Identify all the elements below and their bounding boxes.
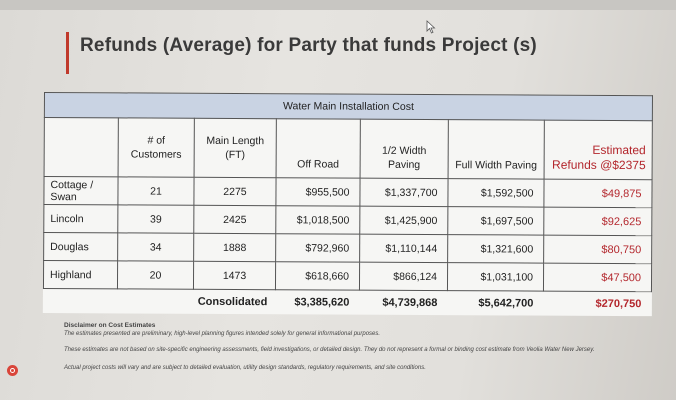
total-half-width: $4,739,868 [382, 296, 438, 310]
row-area: Cottage / Swan [43, 176, 119, 205]
disclaimer-line-1: The estimates presented are preliminary,… [64, 331, 381, 337]
row-full-width: $1,321,600 [447, 234, 544, 264]
row-customers: 34 [117, 232, 194, 262]
row-customers: 21 [117, 176, 195, 206]
row-refund: $47,500 [543, 263, 652, 292]
col-header-full-width: Full Width Paving [448, 119, 545, 180]
col-header-refunds: Estimated Refunds @$2375 [544, 120, 653, 180]
total-full-width: $5,642,700 [478, 297, 534, 310]
table-row: Lincoln 39 2425 $1,018,500 $1,425,900 $1… [43, 204, 652, 236]
disclaimer-title: Disclaimer on Cost Estimates [64, 322, 156, 329]
row-length: 2275 [193, 177, 277, 206]
totals-label: Consolidated [197, 295, 268, 309]
row-area: Douglas [43, 232, 118, 261]
total-refund: $270,750 [595, 297, 642, 311]
slide-nav-icon[interactable] [7, 365, 18, 376]
row-customers: 20 [117, 260, 194, 290]
row-full-width: $1,592,500 [447, 178, 545, 208]
slide-title: Refunds (Average) for Party that funds P… [80, 35, 537, 56]
row-half-width: $866,124 [359, 262, 448, 291]
top-strip [0, 0, 676, 10]
col-header-area [44, 117, 119, 177]
row-length: 1888 [193, 233, 276, 262]
disclaimer-line-2: These estimates are not based on site-sp… [64, 347, 595, 353]
total-off-road: $3,385,620 [294, 296, 350, 309]
disclaimer-line-3: Actual project costs will vary and are s… [64, 365, 426, 371]
row-half-width: $1,110,144 [359, 234, 448, 263]
table-group-header-row: Water Main Installation Cost [44, 92, 653, 121]
col-header-half-width: 1/2 Width Paving [360, 119, 449, 179]
row-area: Highland [43, 260, 118, 289]
title-accent-bar [66, 32, 69, 74]
mouse-pointer-icon [426, 20, 436, 34]
totals-row: Consolidated $3,385,620 $4,739,868 $5,64… [43, 288, 651, 316]
group-header: Water Main Installation Cost [44, 92, 653, 121]
table-row: Highland 20 1473 $618,660 $866,124 $1,03… [43, 260, 652, 292]
table-row: Cottage / Swan 21 2275 $955,500 $1,337,7… [43, 176, 653, 208]
row-full-width: $1,697,500 [447, 206, 544, 236]
row-area: Lincoln [43, 204, 118, 233]
cost-table: Water Main Installation Cost # of Custom… [42, 92, 654, 317]
col-header-customers: # of Customers [118, 117, 195, 178]
col-header-main-length: Main Length (FT) [194, 118, 277, 178]
row-off-road: $1,018,500 [275, 205, 360, 235]
row-refund: $92,625 [543, 207, 652, 236]
col-header-off-road: Off Road [276, 118, 361, 179]
row-customers: 39 [117, 204, 194, 234]
table-row: Douglas 34 1888 $792,960 $1,110,144 $1,3… [43, 232, 652, 264]
column-header-row: # of Customers Main Length (FT) Off Road… [44, 117, 653, 180]
disclaimer: Disclaimer on Cost Estimates The estimat… [64, 322, 664, 372]
row-off-road: $618,660 [275, 261, 360, 291]
row-off-road: $955,500 [275, 177, 361, 207]
row-half-width: $1,425,900 [359, 206, 448, 235]
row-full-width: $1,031,100 [447, 262, 544, 292]
row-refund: $80,750 [543, 235, 652, 264]
row-length: 2425 [193, 205, 276, 234]
row-off-road: $792,960 [275, 233, 360, 263]
row-refund: $49,875 [543, 179, 653, 208]
row-length: 1473 [193, 261, 276, 290]
row-half-width: $1,337,700 [359, 178, 449, 207]
